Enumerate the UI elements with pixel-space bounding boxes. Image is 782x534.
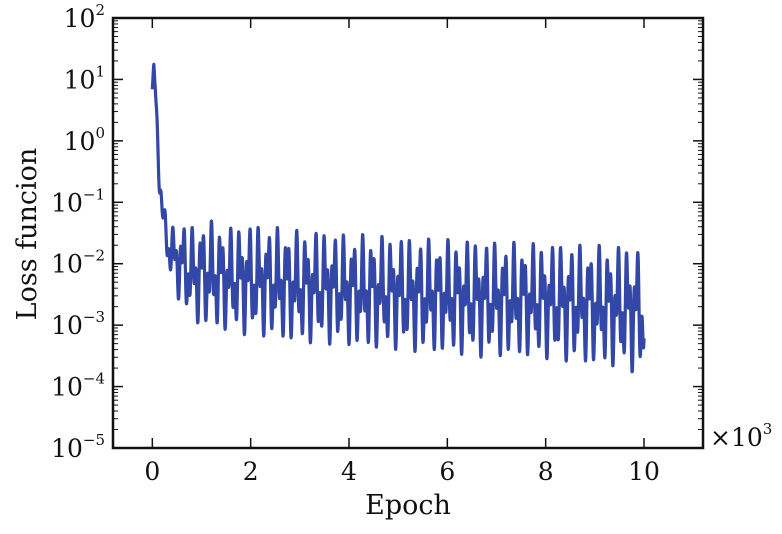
y-tick-label-2: 100: [64, 124, 105, 156]
x-multiplier-exponent: 3: [763, 420, 773, 438]
y-tick-label-5: 10−3: [51, 308, 105, 340]
y-tick-label-3: 10−1: [51, 185, 105, 217]
y-tick-label-4: 10−2: [51, 247, 105, 279]
ticks-layer: [113, 17, 703, 449]
x-tick-label-5: 10: [628, 457, 660, 486]
x-multiplier-base: ×10: [710, 423, 763, 452]
y-tick-label-0: 102: [64, 1, 105, 33]
y-axis-label: Loss funcion: [12, 148, 43, 321]
labels-layer: 0 2 4 6 8 10 102 101 100 10−1 10−2 10−3 10−4 10−5: [51, 1, 660, 486]
x-tick-label-1: 2: [243, 457, 259, 486]
x-tick-label-3: 6: [439, 457, 455, 486]
loss-series-line-0: [150, 62, 646, 374]
y-tick-label-1: 101: [64, 62, 105, 94]
x-tick-label-0: 0: [144, 457, 160, 486]
series-layer: [150, 62, 646, 374]
x-axis-label: Epoch: [365, 490, 451, 521]
x-tick-label-4: 8: [538, 457, 554, 486]
plot-frame: [111, 16, 705, 450]
x-multiplier-label: ×103: [710, 420, 772, 452]
y-tick-label-7: 10−5: [51, 431, 105, 463]
y-tick-label-6: 10−4: [51, 370, 105, 402]
x-tick-label-2: 4: [341, 457, 357, 486]
